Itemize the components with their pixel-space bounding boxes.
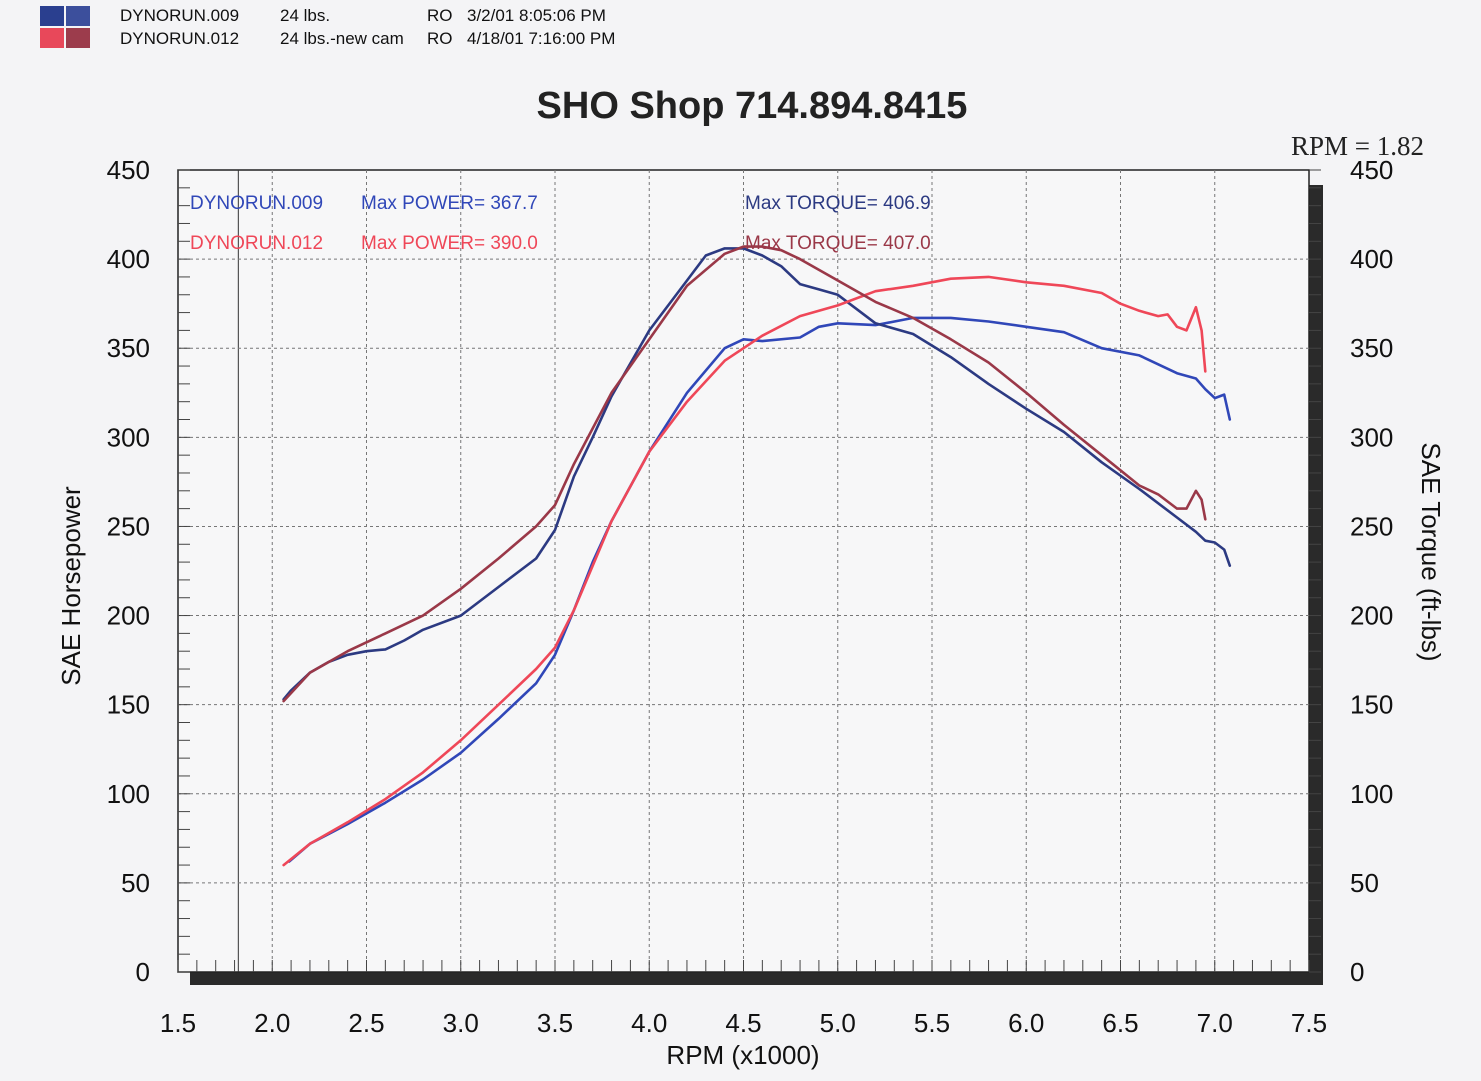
plot-shadow-bottom (190, 972, 1323, 985)
y-right-tick-label: 350 (1350, 333, 1393, 363)
y-right-axis-label: SAE Torque (ft-lbs) (1416, 442, 1446, 661)
run012-desc: 24 lbs.-new cam (280, 29, 404, 48)
run012-swatch-a (40, 28, 64, 48)
run009-swatch-a (40, 6, 64, 26)
y-right-tick-label: 300 (1350, 422, 1393, 452)
y-right-tick-label: 250 (1350, 511, 1393, 541)
y-left-tick-label: 300 (107, 422, 150, 452)
run-legend: DYNORUN.009 24 lbs. RO 3/2/01 8:05:06 PM… (40, 6, 615, 48)
x-tick-label: 7.5 (1291, 1008, 1327, 1038)
x-tick-label: 4.0 (631, 1008, 667, 1038)
x-tick-label: 6.0 (1008, 1008, 1044, 1038)
y-right-tick-label: 0 (1350, 957, 1364, 987)
x-tick-label: 3.0 (443, 1008, 479, 1038)
y-right-tick-label: 450 (1350, 155, 1393, 185)
y-left-axis-label: SAE Horsepower (56, 486, 86, 686)
plot-shadow-right (1309, 185, 1323, 985)
y-left-tick-labels: 0 50 100 150 200 250 300 350 400 450 (107, 155, 150, 987)
y-left-tick-label: 0 (136, 957, 150, 987)
x-tick-label: 5.0 (820, 1008, 856, 1038)
x-tick-label: 1.5 (160, 1008, 196, 1038)
run012-datetime: 4/18/01 7:16:00 PM (467, 29, 615, 48)
run012-name: DYNORUN.012 (120, 29, 239, 48)
run012-max-torque: Max TORQUE= 407.0 (745, 233, 931, 254)
x-tick-label: 7.0 (1197, 1008, 1233, 1038)
minor-ticks (177, 169, 1321, 973)
y-right-tick-label: 400 (1350, 244, 1393, 274)
rpm-ratio: RPM = 1.82 (1291, 131, 1424, 161)
x-tick-label: 6.5 (1102, 1008, 1138, 1038)
run009-max-power: Max POWER= 367.7 (361, 193, 538, 214)
y-left-tick-label: 350 (107, 333, 150, 363)
run009-datetime: 3/2/01 8:05:06 PM (467, 6, 606, 25)
x-tick-label: 5.5 (914, 1008, 950, 1038)
y-left-tick-label: 450 (107, 155, 150, 185)
run009-code: RO (427, 6, 453, 25)
x-tick-label: 2.0 (254, 1008, 290, 1038)
run009-swatch-b (66, 6, 90, 26)
chart-title: SHO Shop 714.894.8415 (537, 85, 968, 127)
y-left-tick-label: 50 (121, 868, 150, 898)
run012-swatch-b (66, 28, 90, 48)
run009-label: DYNORUN.009 (190, 193, 323, 214)
run012-code: RO (427, 29, 453, 48)
run009-desc: 24 lbs. (280, 6, 330, 25)
y-left-tick-label: 250 (107, 511, 150, 541)
series-line-3 (282, 245, 1207, 703)
y-left-tick-label: 400 (107, 244, 150, 274)
series-line-2 (282, 275, 1207, 867)
y-right-tick-label: 100 (1350, 779, 1393, 809)
x-tick-labels: 1.5 2.0 2.5 3.0 3.5 4.0 4.5 5.0 5.5 6.0 6.5 7.0 7.5 (160, 1008, 1327, 1038)
y-right-tick-labels: 0 50 100 150 200 250 300 350 400 450 (1350, 155, 1393, 987)
y-right-tick-label: 150 (1350, 690, 1393, 720)
y-right-tick-label: 50 (1350, 868, 1379, 898)
x-tick-label: 2.5 (348, 1008, 384, 1038)
y-right-tick-label: 200 (1350, 601, 1393, 631)
run009-name: DYNORUN.009 (120, 6, 239, 25)
run012-max-power: Max POWER= 390.0 (361, 233, 538, 254)
series-line-1 (282, 247, 1232, 701)
y-left-tick-label: 150 (107, 690, 150, 720)
series-line-0 (287, 316, 1232, 863)
y-left-tick-label: 200 (107, 601, 150, 631)
grid (178, 170, 1309, 972)
x-tick-label: 4.5 (725, 1008, 761, 1038)
x-tick-label: 3.5 (537, 1008, 573, 1038)
run012-label: DYNORUN.012 (190, 233, 323, 254)
x-axis-label: RPM (x1000) (666, 1040, 819, 1070)
y-left-tick-label: 100 (107, 779, 150, 809)
series-lines (282, 245, 1232, 867)
run009-max-torque: Max TORQUE= 406.9 (745, 193, 931, 214)
